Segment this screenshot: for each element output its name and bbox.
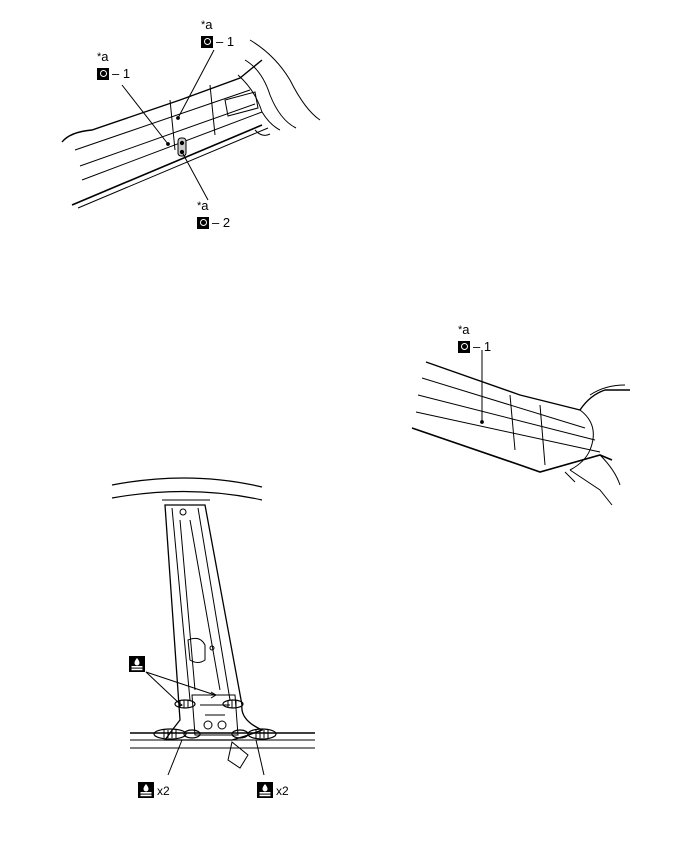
callout-a4-letter: *a xyxy=(458,322,470,337)
roof-rail-view-top xyxy=(61,39,321,209)
point-circle-icon xyxy=(197,216,209,229)
point-circle-icon xyxy=(201,35,213,48)
callout-a1-tag: – 1 xyxy=(97,66,130,81)
callout-a3-tag: – 2 xyxy=(197,215,230,230)
callout-a3-number: – 2 xyxy=(212,215,231,230)
sealer-drop-icon xyxy=(257,782,273,798)
point-circle-icon xyxy=(458,340,470,353)
callout-a4-number: – 1 xyxy=(473,339,492,354)
center-pillar-view xyxy=(111,477,315,776)
callout-a2-number: – 1 xyxy=(216,34,235,49)
callout-a4-tag: – 1 xyxy=(458,339,491,354)
point-circle-icon xyxy=(97,67,109,80)
callout-a1-letter: *a xyxy=(97,49,109,64)
callout-a1-number: – 1 xyxy=(112,66,131,81)
sealer-drop-icon xyxy=(138,782,154,798)
callout-a2-tag: – 1 xyxy=(201,34,234,49)
quantity-left: x2 xyxy=(157,784,170,798)
callout-a2-letter: *a xyxy=(201,17,213,32)
quantity-right: x2 xyxy=(276,784,289,798)
roof-rail-view-right xyxy=(411,350,630,506)
sealer-drop-icon xyxy=(129,656,145,672)
callout-a3-letter: *a xyxy=(197,198,209,213)
